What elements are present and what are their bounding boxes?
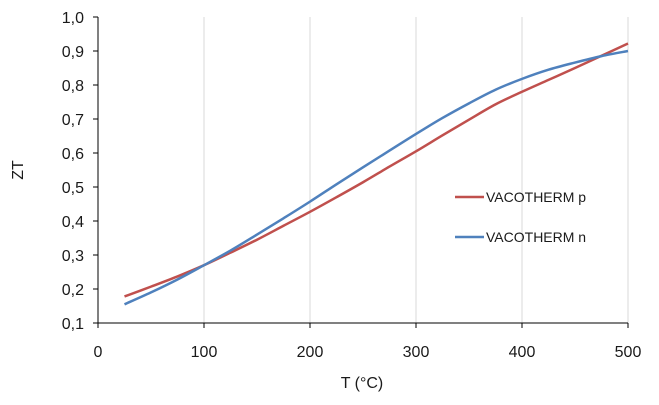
x-tick-label: 400: [509, 344, 536, 361]
legend: VACOTHERM p VACOTHERM n: [455, 189, 586, 245]
series-lines: [123, 42, 629, 306]
y-axis-title: ZT: [10, 160, 27, 180]
gridlines: [203, 17, 629, 323]
y-tick-label: 1,0: [62, 10, 84, 27]
axes: [93, 16, 629, 328]
x-tick-label: 0: [94, 344, 103, 361]
series-line-vacotherm-p: [124, 42, 629, 298]
y-tick-label: 0,3: [62, 248, 84, 265]
x-tick-label: 200: [297, 344, 324, 361]
y-tick-label: 0,8: [62, 78, 84, 95]
x-tick-label: 500: [615, 344, 642, 361]
y-tick-label: 0,6: [62, 146, 84, 163]
y-tick-label: 0,7: [62, 112, 84, 129]
legend-label-vacotherm-n: VACOTHERM n: [486, 229, 586, 245]
y-tick-label: 0,5: [62, 180, 84, 197]
x-tick-label: 100: [191, 344, 218, 361]
y-tick-labels: 0,1 0,2 0,3 0,4 0,5 0,6 0,7 0,8 0,9 1,0: [62, 10, 84, 333]
x-axis-title: T (°C): [341, 375, 384, 392]
x-tick-labels: 0 100 200 300 400 500: [94, 344, 642, 361]
legend-label-vacotherm-p: VACOTHERM p: [486, 189, 586, 205]
y-tick-label: 0,2: [62, 282, 84, 299]
x-tick-label: 300: [403, 344, 430, 361]
y-tick-label: 0,1: [62, 316, 84, 333]
series-line-vacotherm-n: [123, 49, 629, 306]
y-tick-label: 0,9: [62, 44, 84, 61]
y-tick-label: 0,4: [62, 214, 84, 231]
